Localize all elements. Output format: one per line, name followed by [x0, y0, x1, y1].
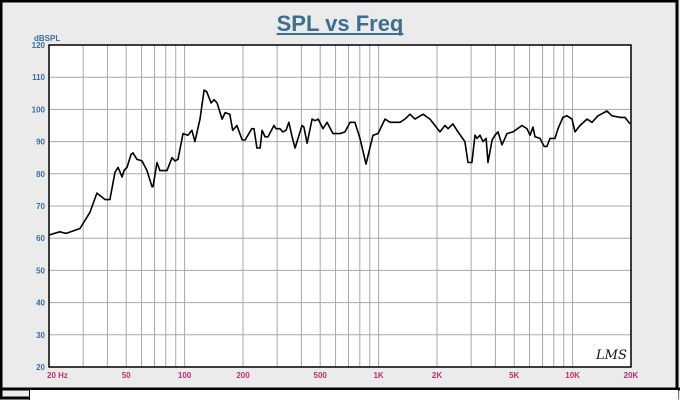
y-tick-label: 100: [32, 105, 46, 114]
y-tick-label: 80: [36, 170, 45, 179]
y-tick-label: 40: [36, 299, 45, 308]
x-tick-label: 50: [122, 371, 131, 380]
spl-series-line: [48, 89, 631, 236]
x-ticks: 20 Hz 50 100 200 500 1K 2K 5K 10K 20K: [47, 371, 639, 380]
bottom-strip: [30, 390, 678, 400]
y-tick-label: 30: [36, 331, 45, 340]
chart-title: SPL vs Freq: [277, 11, 404, 36]
y-tick-label: 120: [32, 41, 46, 50]
x-tick-label: 5K: [509, 371, 519, 380]
y-ticks: 20 30 40 50 60 70 80 90 100 110 120: [32, 41, 46, 372]
x-tick-label: 100: [178, 371, 192, 380]
x-tick-label: 20K: [624, 371, 639, 380]
x-tick-label: 500: [314, 371, 328, 380]
y-tick-label: 60: [36, 234, 45, 243]
y-axis-label: dBSPL: [34, 34, 60, 43]
x-tick-label: 1K: [373, 371, 383, 380]
x-tick-label: 20 Hz: [47, 371, 68, 380]
x-tick-label: 10K: [565, 371, 580, 380]
x-tick-label: 200: [236, 371, 250, 380]
plot-border: [48, 44, 632, 368]
y-tick-label: 90: [36, 138, 45, 147]
grid: [48, 44, 632, 368]
lms-logo: LMS: [595, 348, 627, 363]
x-tick-label: 2K: [432, 371, 442, 380]
y-tick-label: 20: [36, 363, 45, 372]
y-tick-label: 70: [36, 202, 45, 211]
y-tick-label: 50: [36, 266, 45, 275]
y-tick-label: 110: [32, 73, 45, 82]
